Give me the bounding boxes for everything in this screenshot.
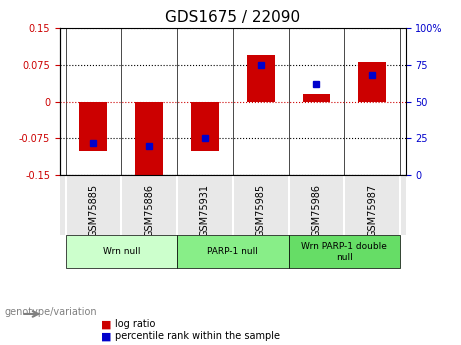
Text: log ratio: log ratio [115,319,156,329]
FancyBboxPatch shape [65,235,177,268]
Text: Wrn null: Wrn null [102,247,140,256]
Text: GSM75987: GSM75987 [367,184,377,237]
Title: GDS1675 / 22090: GDS1675 / 22090 [165,10,301,25]
Text: GSM75986: GSM75986 [312,184,321,237]
Bar [358,62,386,101]
Bar [247,55,275,101]
Text: ■: ■ [101,319,112,329]
Bar [135,101,163,178]
Text: GSM75886: GSM75886 [144,184,154,237]
Text: PARP-1 null: PARP-1 null [207,247,258,256]
Bar [191,101,219,151]
Text: ■: ■ [101,332,112,341]
Text: genotype/variation: genotype/variation [5,307,97,317]
FancyBboxPatch shape [177,235,289,268]
Text: percentile rank within the sample: percentile rank within the sample [115,332,280,341]
Text: GSM75885: GSM75885 [89,184,98,237]
Text: Wrn PARP-1 double
null: Wrn PARP-1 double null [301,242,387,262]
Text: GSM75931: GSM75931 [200,184,210,237]
Bar [79,101,107,151]
Bar [302,94,331,101]
FancyBboxPatch shape [289,235,400,268]
Text: GSM75985: GSM75985 [256,184,266,237]
